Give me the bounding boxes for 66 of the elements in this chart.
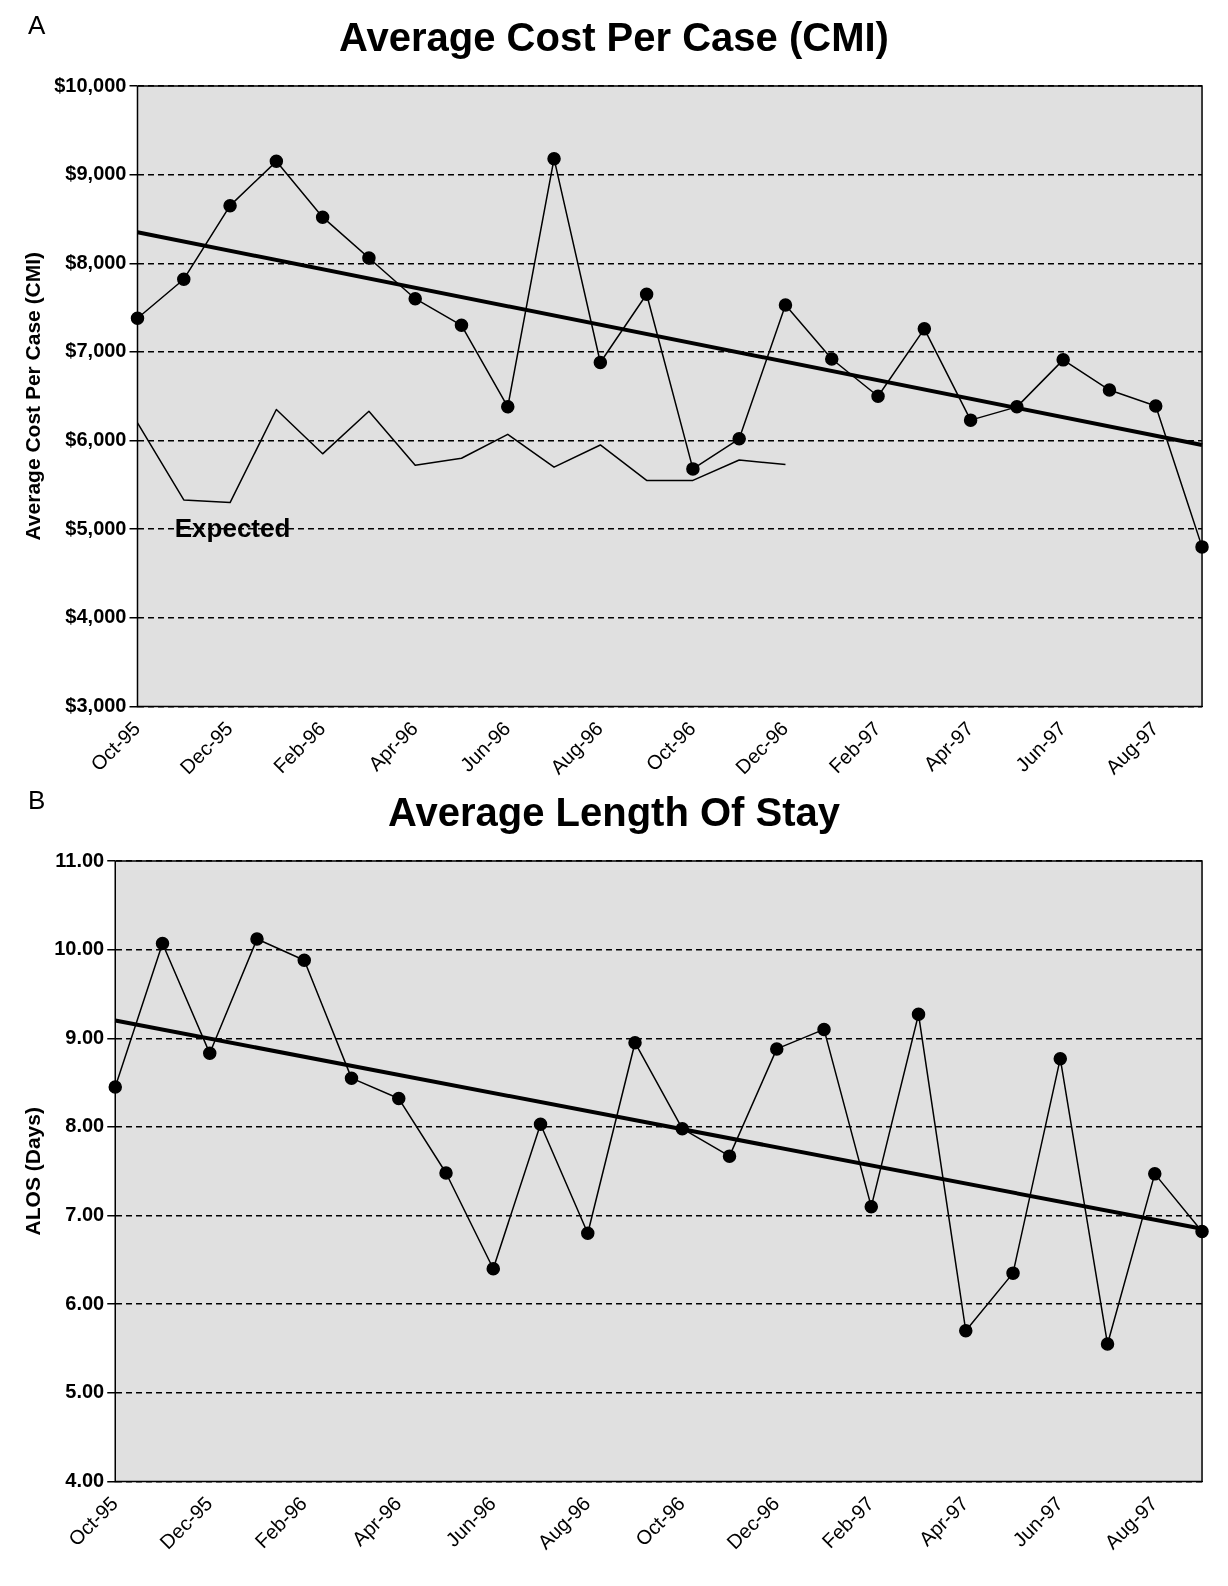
point [825, 352, 839, 366]
point [547, 151, 561, 166]
y-tick-label: $6,000 [65, 428, 127, 451]
point [344, 1071, 359, 1085]
point [223, 198, 237, 213]
chart-title: Average Cost Per Case (CMI) [339, 15, 889, 60]
point [1148, 399, 1163, 413]
point [362, 251, 376, 265]
y-tick-label: $8,000 [65, 250, 127, 273]
point [1053, 1051, 1068, 1066]
point [1006, 1266, 1020, 1280]
y-tick-label: 6.00 [65, 1291, 105, 1314]
point [501, 400, 515, 414]
point [732, 432, 746, 446]
point [911, 1007, 926, 1022]
point [315, 210, 330, 224]
y-tick-label: 7.00 [65, 1203, 105, 1226]
point [817, 1022, 831, 1037]
y-tick-label: $3,000 [65, 693, 127, 716]
point [408, 291, 422, 306]
y-tick-label: 10.00 [54, 937, 105, 960]
point [177, 272, 191, 286]
point [864, 1199, 879, 1214]
y-tick-label: 4.00 [65, 1468, 105, 1491]
point [155, 936, 170, 951]
y-tick-label: $4,000 [65, 605, 127, 628]
point [297, 953, 311, 968]
point [959, 1324, 973, 1338]
point [628, 1035, 642, 1050]
point [917, 322, 932, 336]
point [639, 287, 654, 302]
point [1100, 1337, 1115, 1351]
y-tick-label: $9,000 [65, 162, 127, 185]
y-tick-label: 9.00 [65, 1025, 105, 1048]
point [533, 1117, 548, 1131]
point [778, 298, 793, 312]
point [203, 1046, 217, 1061]
point [686, 462, 700, 476]
point [963, 413, 978, 427]
point [871, 389, 885, 403]
point [439, 1166, 453, 1180]
point [454, 318, 469, 333]
point [250, 932, 264, 946]
point [130, 311, 145, 325]
y-axis-title: ALOS (Days) [21, 1107, 45, 1236]
y-tick-label: 11.00 [55, 848, 105, 871]
annotation: Expected [174, 512, 291, 543]
point [1056, 353, 1070, 367]
point [1102, 383, 1117, 397]
y-tick-label: 8.00 [65, 1114, 105, 1137]
y-axis-title: Average Cost Per Case (CMI) [21, 251, 45, 541]
text: A [28, 10, 46, 41]
chart-title: Average Length Of Stay [388, 790, 841, 835]
point [486, 1261, 501, 1276]
point [770, 1042, 784, 1056]
point [593, 355, 608, 370]
y-tick-label: $7,000 [65, 339, 127, 362]
y-tick-label: 5.00 [65, 1380, 105, 1403]
point [1148, 1167, 1162, 1181]
point [581, 1226, 595, 1241]
point [269, 154, 284, 169]
text: B [28, 785, 46, 816]
point [722, 1149, 737, 1163]
point [392, 1091, 406, 1106]
y-tick-label: $10,000 [54, 73, 127, 96]
y-tick-label: $5,000 [65, 516, 127, 539]
